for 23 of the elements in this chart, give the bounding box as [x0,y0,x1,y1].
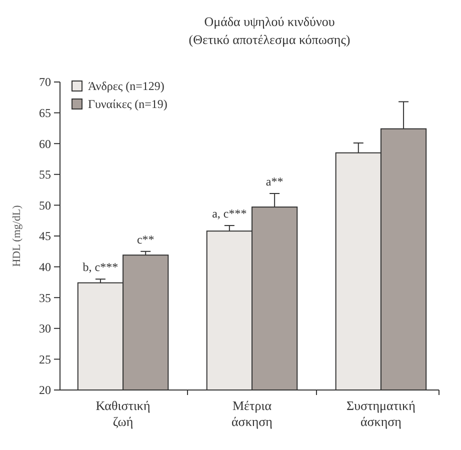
y-tick-label: 20 [39,383,51,398]
y-tick-label: 30 [39,322,51,336]
annotation: b, c*** [82,260,118,274]
annotation: a, c*** [212,206,247,221]
y-tick-label: 70 [39,75,51,90]
x-tick-label: Μέτρια άσκηση [232,398,273,429]
y-tick-label: 45 [39,229,51,244]
annotation: c** [136,232,154,246]
y-tick-label: 25 [39,352,51,366]
y-tick-label: 40 [39,260,51,274]
annotation: a** [266,174,284,188]
x-tick-label: Συστηματική άσκηση [346,398,416,429]
chart-title: Ομάδα υψηλού κινδύνου [204,14,335,29]
chart-subtitle: (Θετικό αποτέλεσμα κόπωσης) [188,32,350,47]
legend-label: Άνδρες (n=129) [88,79,164,94]
y-tick-label: 60 [39,136,51,151]
y-tick-label: 65 [39,106,51,120]
y-tick-label: 55 [39,168,51,182]
y-tick-label: 35 [39,290,51,305]
legend-label: Γυναίκες (n=19) [88,97,168,112]
x-tick-label: Καθιστική ζωή [96,398,150,429]
y-axis-title: HDL (mg/dL) [11,204,23,267]
y-tick-label: 50 [39,198,51,212]
